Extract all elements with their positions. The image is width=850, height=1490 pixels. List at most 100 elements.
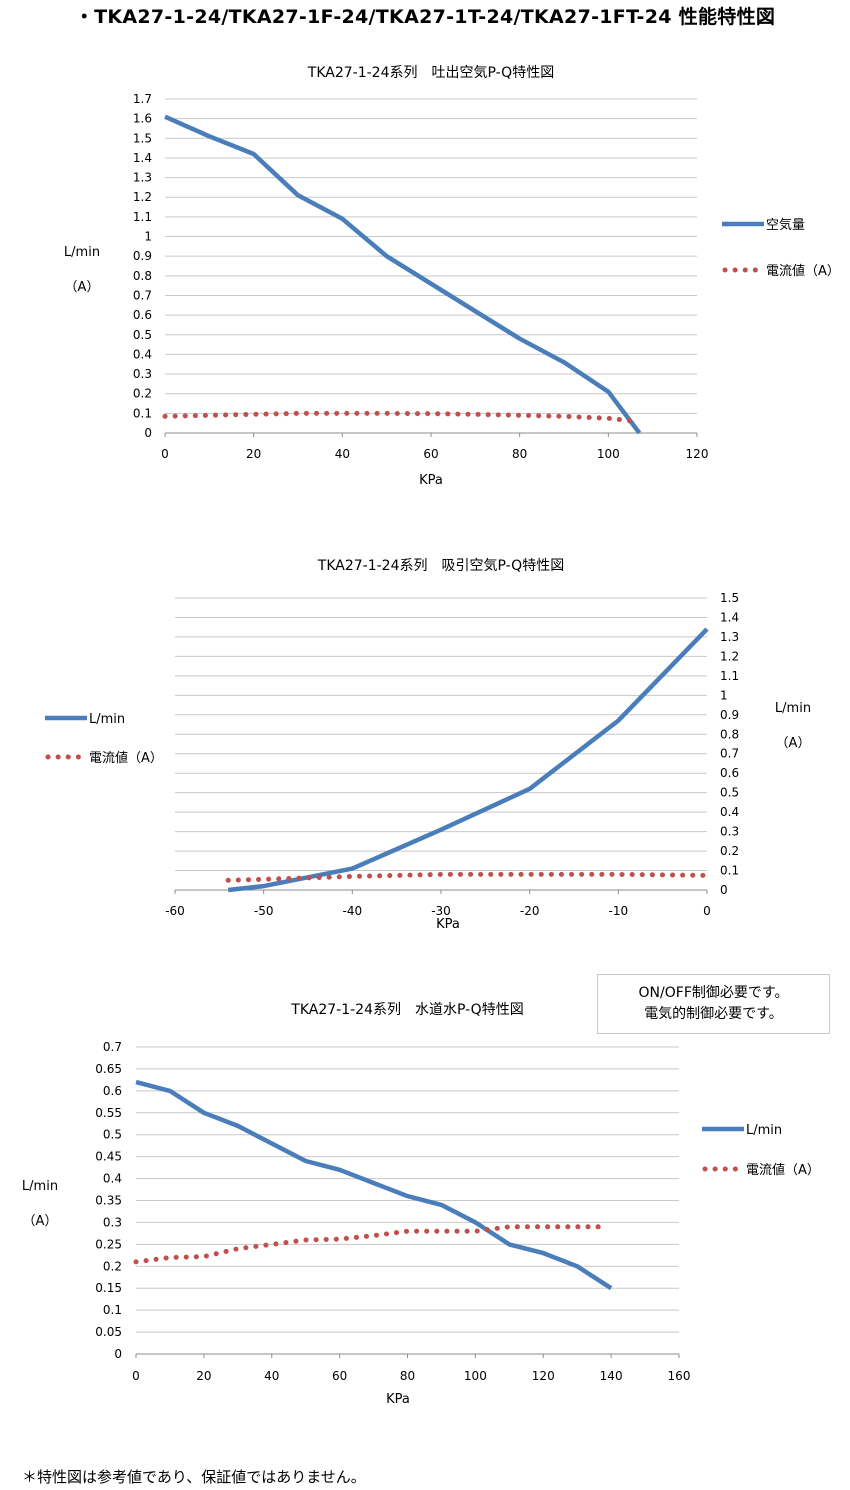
y-tick-label: 0.3 — [103, 1215, 122, 1229]
y-tick-label: 0.6 — [720, 766, 739, 780]
y-tick-label: 0.7 — [103, 1040, 122, 1054]
x-axis-label: KPa — [419, 473, 443, 488]
y-tick-label: 0.9 — [720, 708, 739, 722]
y-tick-label: 1.5 — [133, 131, 152, 145]
note-line: ON/OFF制御必要です。 — [638, 985, 789, 1001]
y-tick-label: 0.35 — [95, 1194, 122, 1208]
y-tick-label: 0.8 — [133, 269, 152, 283]
x-tick-label: 160 — [668, 1369, 691, 1383]
y-tick-label: 1 — [144, 230, 152, 244]
y-tick-label: 0.7 — [720, 747, 739, 761]
x-tick-label: 120 — [686, 447, 709, 461]
y-tick-label: 0.05 — [95, 1325, 122, 1339]
y-tick-label: 1 — [720, 688, 728, 702]
y-tick-label: 0 — [114, 1347, 122, 1361]
note-line: 電気的制御必要です。 — [644, 1006, 783, 1022]
y-tick-label: 0.5 — [133, 328, 152, 342]
y-tick-label: 0.1 — [720, 864, 739, 878]
y-axis-label: L/min — [64, 245, 100, 260]
page-title: ・TKA27-1-24/TKA27-1F-24/TKA27-1T-24/TKA2… — [74, 6, 776, 28]
y-tick-label: 0.65 — [95, 1062, 122, 1076]
x-axis-label: KPa — [436, 917, 460, 932]
x-tick-label: 20 — [246, 447, 261, 461]
y-axis-unit-label: （A） — [776, 736, 811, 751]
y-tick-label: 0.2 — [720, 844, 739, 858]
y-tick-label: 0.15 — [95, 1281, 122, 1295]
y-tick-label: 0.6 — [103, 1084, 122, 1098]
y-tick-label: 1.6 — [133, 112, 152, 126]
footnote: ＊特性図は参考値であり、保証値ではありません。 — [22, 1468, 366, 1486]
legend-label: L/min — [746, 1123, 782, 1138]
y-tick-label: 1.1 — [133, 210, 152, 224]
y-tick-label: 1.7 — [133, 92, 152, 106]
y-tick-label: 0.25 — [95, 1237, 122, 1251]
y-axis-unit-label: （A） — [65, 280, 100, 295]
legend-label: L/min — [89, 712, 125, 727]
current-series-line — [162, 410, 638, 424]
flow-series-line — [164, 114, 642, 435]
legend-label: 電流値（A） — [89, 750, 163, 766]
y-tick-label: 0.4 — [103, 1172, 122, 1186]
x-tick-label: -40 — [343, 904, 363, 918]
x-tick-label: 80 — [512, 447, 527, 461]
x-tick-label: -60 — [165, 904, 185, 918]
y-tick-label: 0.7 — [133, 288, 152, 302]
y-tick-label: 0.5 — [103, 1128, 122, 1142]
y-tick-label: 1.3 — [133, 171, 152, 185]
x-tick-label: -20 — [520, 904, 540, 918]
x-tick-label: 100 — [464, 1369, 487, 1383]
y-tick-label: 0.4 — [720, 805, 739, 819]
y-tick-label: 0.3 — [720, 825, 739, 839]
discharge-air-pq-chart: TKA27-1-24系列 吐出空気P-Q特性図 0 0.1 0.2 0.3 0.4 0.5 0… — [64, 65, 840, 488]
y-tick-label: 1.4 — [720, 610, 739, 624]
legend-label: 空気量 — [766, 217, 805, 233]
x-tick-label: 20 — [196, 1369, 211, 1383]
control-note-box: ON/OFF制御必要です。 電気的制御必要です。 — [597, 974, 830, 1034]
current-series-line — [133, 1224, 604, 1265]
y-tick-label: 1.2 — [133, 190, 152, 204]
y-tick-label: 1.2 — [720, 649, 739, 663]
x-tick-label: 0 — [161, 447, 169, 461]
y-tick-label: 1.1 — [720, 669, 739, 683]
y-axis-label: L/min — [775, 701, 811, 716]
x-tick-label: 100 — [597, 447, 620, 461]
x-tick-label: -10 — [609, 904, 629, 918]
y-tick-label: 0.55 — [95, 1106, 122, 1120]
y-tick-label: 1.5 — [720, 591, 739, 605]
x-tick-label: 140 — [600, 1369, 623, 1383]
y-tick-label: 0.9 — [133, 249, 152, 263]
x-tick-label: 60 — [332, 1369, 347, 1383]
chart-title: TKA27-1-24系列 水道水P-Q特性図 — [290, 1002, 523, 1018]
flow-series-line — [227, 627, 709, 893]
x-axis-label: KPa — [386, 1392, 410, 1407]
y-tick-label: 0.45 — [95, 1150, 122, 1164]
y-axis-label: L/min — [22, 1179, 58, 1194]
x-tick-label: 80 — [400, 1369, 415, 1383]
y-tick-label: 0.6 — [133, 308, 152, 322]
tap-water-pq-chart: TKA27-1-24系列 水道水P-Q特性図 0 0.05 0.1 0.15 0.2 0.2… — [22, 1002, 820, 1407]
flow-series-line — [135, 1079, 613, 1291]
current-series-line — [225, 871, 710, 883]
legend-label: 電流値（A） — [766, 263, 840, 279]
y-tick-label: 0.3 — [133, 367, 152, 381]
x-tick-label: -50 — [254, 904, 274, 918]
suction-air-pq-chart: TKA27-1-24系列 吸引空気P-Q特性図 0 0.1 0.2 0.3 0.4 0.5 0… — [45, 558, 811, 932]
y-tick-label: 0.1 — [133, 406, 152, 420]
y-tick-label: 0.5 — [720, 786, 739, 800]
x-tick-label: -30 — [431, 904, 451, 918]
y-tick-label: 0.2 — [103, 1259, 122, 1273]
x-tick-label: 60 — [423, 447, 438, 461]
y-axis-unit-label: （A） — [23, 1214, 58, 1229]
y-tick-label: 0 — [144, 426, 152, 440]
x-tick-label: 120 — [532, 1369, 555, 1383]
chart-title: TKA27-1-24系列 吐出空気P-Q特性図 — [307, 65, 554, 81]
x-tick-label: 40 — [264, 1369, 279, 1383]
y-tick-label: 1.3 — [720, 630, 739, 644]
y-tick-label: 0 — [720, 883, 728, 897]
x-tick-label: 0 — [132, 1369, 140, 1383]
y-tick-label: 0.8 — [720, 727, 739, 741]
x-tick-label: 40 — [335, 447, 350, 461]
x-tick-label: 0 — [703, 904, 711, 918]
y-tick-label: 0.2 — [133, 387, 152, 401]
y-tick-label: 1.4 — [133, 151, 152, 165]
